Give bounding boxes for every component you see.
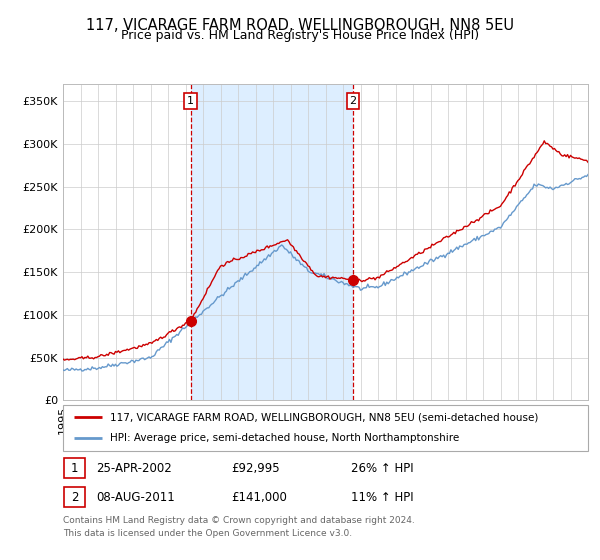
Text: 1: 1 [187,96,194,106]
Text: Price paid vs. HM Land Registry's House Price Index (HPI): Price paid vs. HM Land Registry's House … [121,29,479,42]
Bar [191,84,353,400]
FancyBboxPatch shape [63,405,588,451]
Text: 08-AUG-2011: 08-AUG-2011 [96,491,175,504]
Text: 26% ↑ HPI: 26% ↑ HPI [351,461,413,475]
Text: 25-APR-2002: 25-APR-2002 [96,461,172,475]
Text: 11% ↑ HPI: 11% ↑ HPI [351,491,413,504]
FancyBboxPatch shape [64,487,85,507]
Text: HPI: Average price, semi-detached house, North Northamptonshire: HPI: Average price, semi-detached house,… [110,433,460,444]
Text: £92,995: £92,995 [231,461,280,475]
Text: 117, VICARAGE FARM ROAD, WELLINGBOROUGH, NN8 5EU: 117, VICARAGE FARM ROAD, WELLINGBOROUGH,… [86,18,514,33]
Text: 2: 2 [71,491,78,504]
FancyBboxPatch shape [64,458,85,478]
Text: 2: 2 [350,96,357,106]
Text: 117, VICARAGE FARM ROAD, WELLINGBOROUGH, NN8 5EU (semi-detached house): 117, VICARAGE FARM ROAD, WELLINGBOROUGH,… [110,412,539,422]
Text: Contains HM Land Registry data © Crown copyright and database right 2024.
This d: Contains HM Land Registry data © Crown c… [63,516,415,538]
Text: 1: 1 [71,461,78,475]
Text: £141,000: £141,000 [231,491,287,504]
